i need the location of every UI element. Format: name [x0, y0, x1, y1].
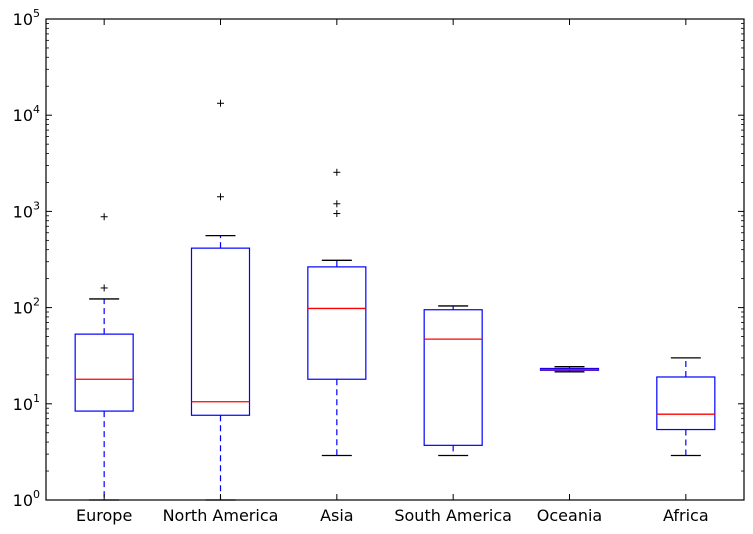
flier-europe-1: [100, 213, 108, 221]
x-tick-label-asia: Asia: [320, 506, 354, 525]
box-europe: [74, 333, 134, 412]
box-africa: [656, 376, 716, 431]
box-group-europe: [74, 213, 134, 501]
flier-europe-0: [100, 284, 108, 292]
box-group-north-america: [190, 99, 251, 501]
x-tick-label-north-america: North America: [163, 506, 279, 525]
x-tick-label-europe: Europe: [76, 506, 132, 525]
x-tick-label-south-america: South America: [394, 506, 512, 525]
x-tick-label-oceania: Oceania: [537, 506, 602, 525]
box-group-africa: [656, 357, 716, 457]
box-group-asia: [307, 168, 367, 457]
y-tick-label-3: 103: [13, 199, 40, 221]
flier-north-america-0: [217, 193, 224, 201]
y-tick-label-0: 100: [13, 488, 40, 510]
ticks-layer: Europe North America Asia South America Ocea…: [13, 7, 744, 525]
flier-north-america-1: [217, 99, 224, 107]
box-north-america: [190, 247, 251, 416]
y-tick-label-2: 102: [13, 296, 40, 318]
flier-asia-2: [333, 168, 341, 176]
boxes-layer: [74, 99, 716, 501]
y-tick-label-5: 105: [13, 7, 40, 29]
flier-asia-1: [333, 200, 341, 208]
y-tick-label-4: 104: [13, 103, 40, 125]
box-group-oceania: [539, 366, 600, 373]
flier-asia-0: [333, 210, 341, 218]
box-asia: [307, 266, 367, 380]
plot-frame: [45, 18, 745, 501]
box-south-america: [423, 309, 483, 446]
x-tick-label-africa: Africa: [663, 506, 709, 525]
y-tick-label-1: 101: [13, 392, 40, 414]
box-group-south-america: [423, 305, 483, 457]
